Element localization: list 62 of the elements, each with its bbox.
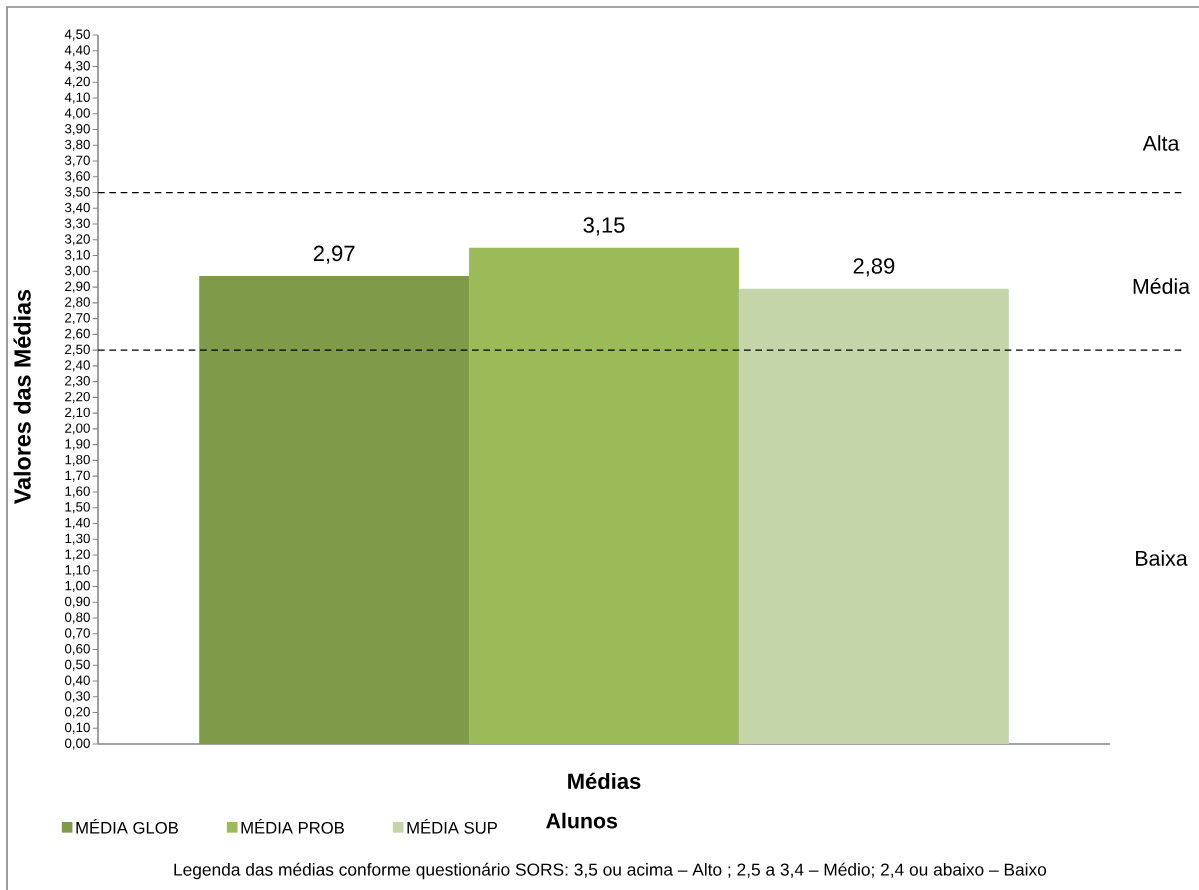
y-tick-label: 2,20: [65, 391, 90, 403]
y-tick-label: 3,70: [64, 155, 90, 167]
x-axis-title: Médias: [568, 772, 641, 790]
legend-label: MÉDIA SUP: [407, 819, 497, 834]
y-tick-label: 0,00: [64, 738, 90, 750]
y-axis-title: Valores das Médias: [13, 289, 31, 505]
legend-label: MÉDIA GLOB: [76, 819, 178, 834]
y-tick-label: 2,50: [65, 344, 90, 356]
y-tick-label: 3,00: [64, 265, 90, 277]
y-tick-label: 1,50: [65, 502, 90, 514]
y-tick-label: 2,00: [65, 423, 90, 435]
annotation: Alta: [1142, 135, 1180, 151]
data-label: 2,89: [853, 258, 895, 277]
y-tick-label: 2,70: [65, 313, 90, 325]
y-tick-label: 1,90: [65, 439, 90, 451]
y-tick-label: 2,80: [65, 297, 90, 309]
y-tick-label: 0,20: [64, 706, 90, 719]
y-tick-label: 2,90: [65, 281, 90, 293]
y-tick-label: 3,80: [64, 139, 90, 151]
y-tick-label: 3,90: [64, 124, 90, 136]
y-tick-label: 1,00: [65, 580, 90, 592]
y-tick-label: 1,10: [65, 565, 90, 577]
y-tick-label: 1,60: [65, 486, 90, 498]
y-tick-label: 0,50: [64, 659, 90, 671]
y-tick-label: 0,60: [64, 643, 90, 655]
y-tick-label: 1,80: [65, 454, 90, 466]
y-tick-label: 4,20: [64, 76, 90, 88]
y-tick-label: 0,10: [64, 722, 90, 734]
y-tick-label: 4,50: [64, 29, 90, 41]
y-tick-label: 1,30: [65, 533, 90, 545]
y-tick-label: 2,10: [65, 407, 90, 419]
y-tick-label: 3,50: [64, 187, 90, 199]
bar: [199, 276, 470, 744]
y-tick-label: 0,30: [64, 691, 90, 703]
y-tick-label: 4,10: [64, 92, 90, 104]
y-tick-label: 3,30: [64, 218, 90, 230]
y-tick-label: 0,90: [64, 596, 90, 608]
y-tick-label: 1,70: [65, 470, 90, 482]
text: Legenda das médias conforme questionário SORS: 3,5 ou acima – Alto ; 2,5 a 3,4 – Médio; 2,4 ou abaixo – Baixo: [174, 862, 1047, 880]
y-tick-label: 1,20: [65, 549, 90, 561]
bar: [738, 288, 1009, 744]
data-label: 2,97: [313, 245, 355, 264]
y-tick-label: 3,40: [64, 202, 90, 214]
y-tick-label: 2,40: [65, 360, 90, 372]
data-label: 3,15: [583, 217, 625, 236]
bar: [469, 247, 739, 744]
legend-title: Alunos: [546, 812, 618, 829]
y-tick-label: 0,40: [64, 675, 90, 687]
y-tick-label: 3,20: [64, 234, 90, 246]
y-tick-label: 2,30: [65, 376, 90, 388]
y-tick-label: 3,60: [64, 171, 90, 183]
legend-label: MÉDIA PROB: [241, 819, 344, 834]
y-tick-label: 4,00: [64, 108, 90, 120]
y-tick-label: 4,40: [64, 45, 90, 57]
y-tick-label: 2,60: [65, 328, 90, 340]
y-tick-label: 3,10: [64, 250, 90, 262]
annotation: Média: [1133, 278, 1191, 294]
y-tick-label: 1,40: [65, 517, 90, 529]
y-tick-label: 4,30: [64, 61, 90, 73]
annotation: Baixa: [1136, 550, 1188, 566]
y-tick-label: 0,80: [64, 612, 90, 624]
y-tick-label: 0,70: [64, 628, 90, 640]
